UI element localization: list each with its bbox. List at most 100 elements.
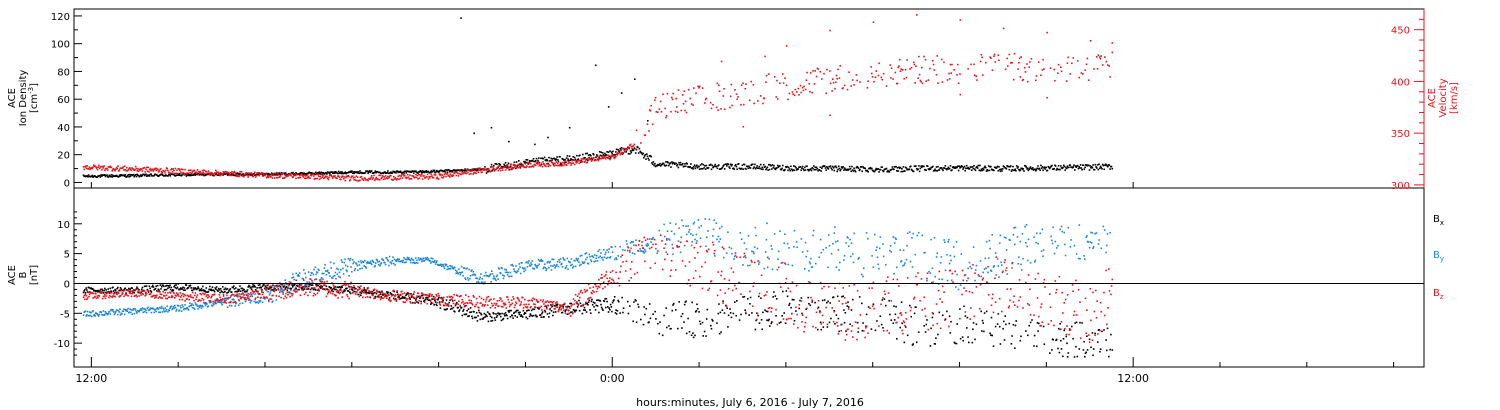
data-point-velocity [230, 174, 233, 177]
data-point-by [165, 310, 167, 313]
data-point-by [360, 260, 362, 262]
data-point-bz [147, 290, 150, 292]
data-point-by [1052, 226, 1054, 229]
data-point-bx [959, 308, 961, 310]
data-point-by [401, 261, 404, 264]
data-point-bx [162, 284, 164, 287]
data-point-density [975, 166, 977, 169]
data-point-by [571, 263, 573, 266]
data-point-by [936, 252, 939, 255]
data-point-by [574, 259, 576, 262]
data-point-velocity [1093, 68, 1095, 70]
data-point-density [341, 171, 344, 173]
data-point-velocity [251, 173, 253, 175]
data-point-by [454, 266, 456, 269]
data-point-bz [188, 298, 190, 301]
data-point-bx [222, 286, 224, 288]
data-point-velocity [835, 81, 837, 84]
data-point-by [217, 301, 219, 304]
data-point-bx [981, 319, 984, 322]
data-point-density [124, 174, 127, 176]
data-point-by [758, 263, 760, 265]
data-point-density [262, 174, 265, 176]
data-point-bx [499, 313, 501, 315]
data-point-velocity [281, 173, 283, 175]
data-point-density [504, 164, 506, 167]
data-point-density [919, 167, 922, 170]
data-point-velocity [298, 174, 301, 177]
data-point-bx [544, 311, 547, 313]
data-point-by [939, 262, 942, 264]
data-point-density [577, 158, 580, 160]
data-point-by [742, 264, 744, 266]
data-point-by [645, 244, 648, 246]
data-point-bx [642, 323, 645, 326]
data-point-by [462, 274, 464, 277]
data-point-density [329, 172, 331, 175]
data-point-velocity [255, 174, 258, 177]
data-point-bx [528, 315, 531, 318]
data-point-bx [595, 304, 597, 307]
data-point-density [1062, 166, 1064, 169]
data-point-by [346, 270, 348, 273]
data-point-bx [1020, 335, 1022, 338]
data-point-velocity [867, 80, 869, 82]
data-point-density [810, 169, 813, 172]
data-point-by [515, 265, 517, 267]
data-point-density [758, 165, 761, 168]
data-point-density [976, 167, 979, 169]
data-point-density [988, 169, 991, 172]
data-point-by [203, 302, 206, 304]
data-point-by [539, 259, 542, 262]
data-point-bx [211, 286, 214, 288]
data-point-density [912, 170, 915, 173]
data-point-bz [122, 290, 125, 292]
data-point-velocity [514, 164, 516, 166]
data-point-bz [120, 289, 122, 292]
data-point-by [518, 263, 521, 265]
data-point-by [335, 277, 337, 280]
data-point-by [350, 266, 352, 268]
data-point-by [234, 305, 236, 307]
data-point-velocity [651, 123, 654, 126]
data-point-bx [233, 285, 235, 287]
data-point-bx [368, 291, 370, 294]
data-point-bz [160, 293, 163, 296]
data-point-bz [130, 292, 132, 295]
outlier-point-velocity [1002, 27, 1005, 30]
data-point-bx [913, 312, 916, 315]
data-point-by [876, 246, 878, 249]
data-point-by [479, 276, 481, 279]
data-point-velocity [917, 77, 919, 79]
data-point-velocity [1041, 69, 1044, 71]
data-point-by [177, 304, 179, 307]
data-point-by [556, 263, 558, 266]
data-point-velocity [429, 175, 432, 178]
data-point-density [677, 166, 680, 169]
data-point-velocity [498, 165, 500, 167]
data-point-by [225, 299, 227, 301]
data-point-density [179, 172, 181, 175]
data-point-density [670, 166, 672, 168]
data-point-bx [131, 287, 133, 289]
data-point-by [392, 262, 395, 265]
data-point-velocity [412, 175, 415, 178]
data-point-bx [655, 318, 657, 320]
data-point-by [743, 242, 746, 244]
data-point-bx [626, 300, 629, 303]
data-point-velocity [1078, 76, 1080, 79]
data-point-by [579, 255, 582, 257]
data-point-velocity [798, 94, 800, 96]
data-point-by [745, 256, 747, 259]
data-point-density [814, 166, 816, 169]
data-point-velocity [757, 100, 759, 102]
data-point-bx [588, 299, 591, 302]
data-point-velocity [596, 155, 598, 158]
data-point-velocity [381, 176, 383, 179]
outlier-point-density [490, 126, 493, 129]
data-point-bx [1025, 330, 1027, 332]
data-point-velocity [265, 176, 268, 179]
data-point-by [123, 308, 125, 310]
data-point-by [439, 264, 442, 267]
data-point-density [925, 169, 927, 172]
